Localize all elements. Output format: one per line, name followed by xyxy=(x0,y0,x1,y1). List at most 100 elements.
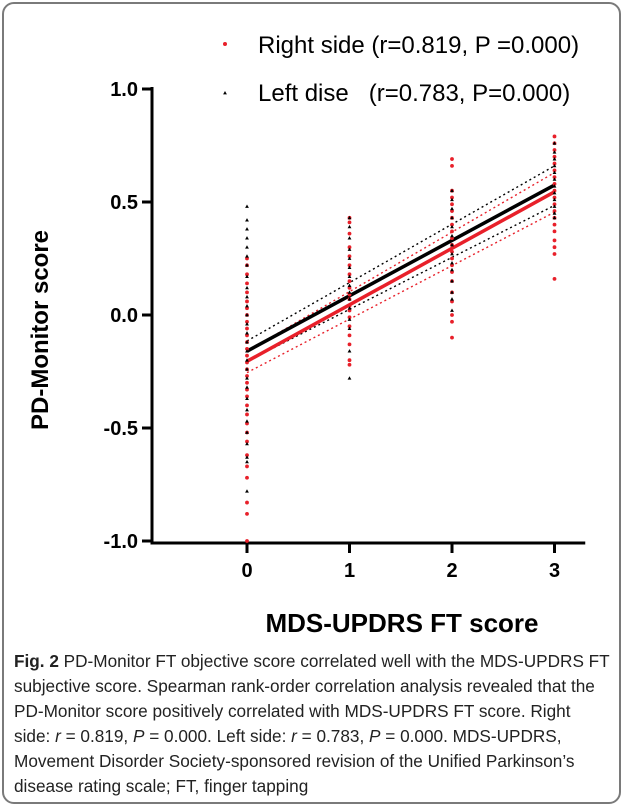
data-point-right xyxy=(552,175,557,180)
data-point-right xyxy=(245,347,249,351)
data-point-right xyxy=(552,188,557,193)
y-tick-label: 0.5 xyxy=(110,192,138,214)
data-point-left xyxy=(245,294,249,299)
data-point-left xyxy=(245,303,249,308)
data-point-left xyxy=(347,283,352,288)
data-point-right xyxy=(552,134,557,139)
data-point-left xyxy=(245,285,249,290)
data-point-left xyxy=(450,233,454,238)
data-point-left xyxy=(450,206,454,211)
data-point-left xyxy=(347,274,352,278)
data-point-right xyxy=(347,263,352,268)
data-point-left xyxy=(245,358,249,362)
data-point-left xyxy=(347,349,352,353)
data-point-right xyxy=(450,157,454,161)
data-point-left xyxy=(450,197,454,202)
data-point-left xyxy=(245,245,249,249)
data-point-right xyxy=(245,353,249,358)
data-point-right xyxy=(552,148,557,152)
data-point-right xyxy=(347,254,352,259)
y-ticks: -1.0 -0.5 0.0 0.5 1.0 xyxy=(104,79,152,553)
data-point-left xyxy=(245,204,249,208)
data-point-right xyxy=(347,304,352,308)
data-point-left xyxy=(245,430,249,434)
data-point-left xyxy=(347,236,352,240)
scatter-chart: Right side (r=0.819, P =0.000) Left dise … xyxy=(27,32,586,638)
legend-label-left: Left dise (r=0.783, P=0.000) xyxy=(258,80,570,107)
data-point-right xyxy=(347,342,352,347)
data-point-left xyxy=(245,340,249,344)
data-point-left xyxy=(245,489,249,493)
data-point-left xyxy=(245,313,249,317)
axes xyxy=(150,87,586,545)
x-tick-label: 1 xyxy=(344,560,355,582)
data-point-right xyxy=(552,161,557,166)
y-tick-label: 0.0 xyxy=(110,305,138,327)
data-point-right xyxy=(245,281,249,286)
data-point-right xyxy=(552,276,557,281)
data-point-right xyxy=(450,229,454,234)
data-point-left xyxy=(450,267,454,272)
data-point-left xyxy=(347,215,352,220)
data-point-right xyxy=(552,222,557,227)
data-point-left xyxy=(245,367,249,371)
data-point-right xyxy=(245,403,249,408)
data-point-left xyxy=(552,163,557,168)
y-tick-label: -1.0 xyxy=(104,531,138,553)
y-tick-label: -0.5 xyxy=(104,418,138,440)
data-point-left xyxy=(450,279,454,283)
legend-marker-right xyxy=(223,42,227,46)
data-point-left xyxy=(450,251,454,256)
data-point-left xyxy=(347,376,352,380)
data-point-right xyxy=(450,313,454,317)
caption-r-right: = 0.819, xyxy=(60,726,133,746)
caption-p-symbol-right: P xyxy=(132,726,145,746)
data-point-right xyxy=(347,279,352,283)
data-point-right xyxy=(245,439,249,444)
fit-line-left xyxy=(246,183,556,353)
data-point-right xyxy=(552,252,557,256)
data-point-right xyxy=(450,335,454,340)
data-point-right xyxy=(552,238,557,243)
data-point-left xyxy=(245,227,249,231)
data-point-left xyxy=(245,459,249,464)
data-points xyxy=(245,134,557,543)
confidence-band-right xyxy=(246,172,555,352)
data-point-left xyxy=(347,306,352,310)
confidence-band-left xyxy=(246,165,555,342)
data-point-right xyxy=(347,245,352,250)
data-point-right xyxy=(450,163,454,168)
data-point-right xyxy=(347,231,352,236)
data-point-right xyxy=(450,249,454,254)
data-point-left xyxy=(245,376,249,380)
x-tick-label: 3 xyxy=(549,560,560,582)
data-point-right xyxy=(450,256,454,261)
data-point-right xyxy=(347,333,352,338)
data-point-left xyxy=(552,215,557,220)
data-point-right xyxy=(245,453,249,458)
data-point-left xyxy=(245,385,249,389)
data-point-right xyxy=(450,319,454,324)
caption-r-symbol-left: r xyxy=(291,726,297,746)
data-point-right xyxy=(552,195,557,200)
figure-caption: Fig. 2 PD-Monitor FT objective score cor… xyxy=(14,649,610,799)
x-tick-label: 0 xyxy=(241,560,252,582)
confidence-band-left xyxy=(246,204,555,362)
caption-text-1: PD-Monitor FT objective score correlated… xyxy=(14,651,610,746)
data-point-left xyxy=(347,265,352,269)
data-point-left xyxy=(347,224,352,229)
data-point-left xyxy=(552,177,557,181)
data-point-left xyxy=(347,290,352,294)
data-point-right xyxy=(245,326,249,331)
data-point-left xyxy=(552,141,557,145)
legend-marker-left xyxy=(223,91,227,95)
caption-r-symbol-right: r xyxy=(55,726,61,746)
data-point-left xyxy=(450,297,454,301)
x-ticks: 0 1 2 3 xyxy=(241,543,560,582)
data-point-left xyxy=(245,441,249,446)
y-tick-label: 1.0 xyxy=(110,79,138,101)
data-point-right xyxy=(245,290,249,295)
confidence-band-right xyxy=(246,211,555,374)
data-point-right xyxy=(552,154,557,159)
fit-line-right xyxy=(246,190,556,363)
